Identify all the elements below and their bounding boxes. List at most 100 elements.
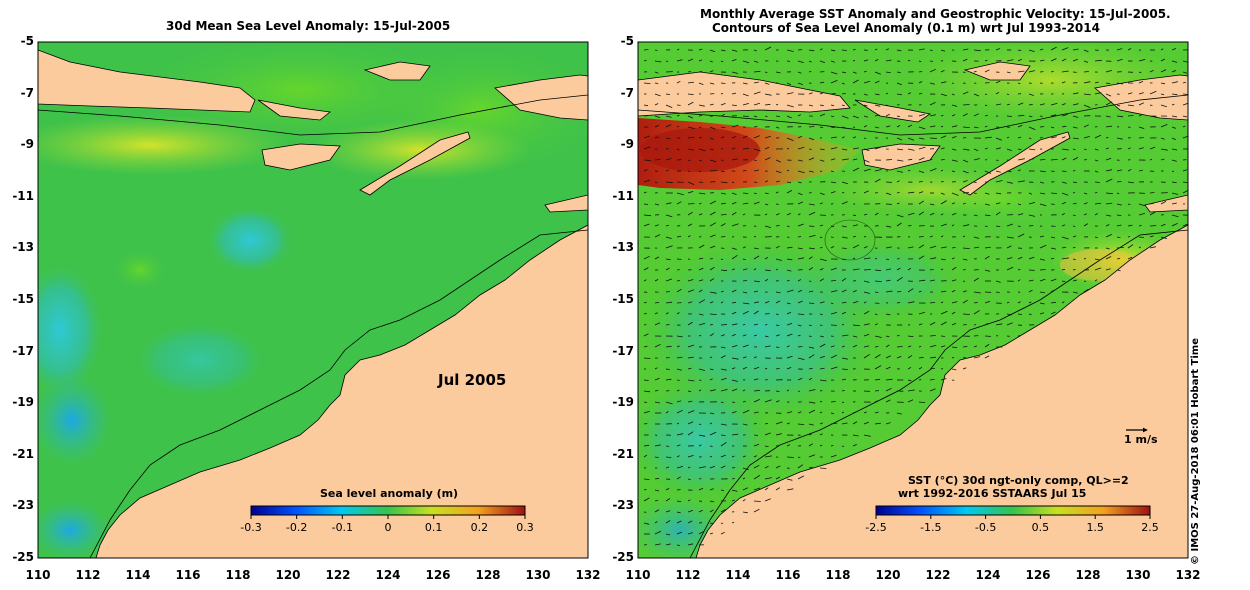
velocity-vector <box>731 345 738 348</box>
velocity-vector <box>786 411 793 414</box>
velocity-vector <box>753 81 759 84</box>
velocity-vector <box>742 487 749 491</box>
velocity-vector <box>984 104 988 107</box>
velocity-vector <box>1138 147 1144 150</box>
velocity-vector <box>874 365 882 370</box>
velocity-vector <box>709 301 714 304</box>
velocity-vector <box>1039 291 1046 294</box>
velocity-vector <box>1061 170 1067 172</box>
velocity-vector <box>731 467 736 469</box>
velocity-vector <box>885 246 892 249</box>
velocity-vector <box>1072 214 1076 216</box>
velocity-vector <box>720 93 724 95</box>
velocity-vector <box>1061 103 1066 106</box>
velocity-vector <box>643 223 650 227</box>
velocity-vector <box>643 49 649 51</box>
velocity-vector <box>841 258 846 261</box>
velocity-vector <box>1105 136 1109 139</box>
velocity-vector <box>852 257 856 260</box>
velocity-vector <box>698 82 704 85</box>
velocity-vector <box>731 254 738 260</box>
velocity-vector <box>665 104 673 108</box>
velocity-vector <box>720 334 726 337</box>
velocity-vector <box>643 59 647 62</box>
right-map-frame <box>637 41 1189 559</box>
velocity-vector <box>786 246 793 249</box>
velocity-vector <box>896 93 903 96</box>
velocity-vector <box>940 213 944 216</box>
velocity-vector <box>995 170 1001 173</box>
velocity-vector <box>863 301 867 304</box>
velocity-vector <box>841 334 849 337</box>
velocity-vector <box>1050 126 1055 129</box>
velocity-vector <box>698 115 703 117</box>
velocity-vector <box>830 366 838 370</box>
velocity-vector <box>808 256 813 260</box>
velocity-vector <box>1017 136 1022 139</box>
velocity-vector <box>1116 137 1123 140</box>
velocity-vector <box>907 301 915 304</box>
velocity-vector <box>676 466 684 469</box>
velocity-vector <box>665 357 670 359</box>
velocity-vector <box>830 290 838 293</box>
velocity-vector <box>819 258 827 262</box>
velocity-vector <box>698 136 702 139</box>
velocity-vector <box>698 478 702 480</box>
velocity-vector <box>819 224 824 227</box>
velocity-vector <box>885 335 890 338</box>
velocity-vector <box>1127 181 1134 184</box>
velocity-vector <box>1028 137 1032 140</box>
velocity-vector <box>753 159 757 161</box>
velocity-vector <box>786 258 793 261</box>
velocity-vector <box>929 379 935 381</box>
velocity-vector <box>885 290 893 293</box>
velocity-vector <box>918 401 926 403</box>
velocity-vector <box>687 301 693 304</box>
velocity-vector <box>929 269 934 271</box>
velocity-vector <box>665 60 669 62</box>
velocity-vector <box>852 136 857 139</box>
velocity-vector <box>896 159 904 162</box>
velocity-vector <box>841 236 848 239</box>
velocity-vector <box>885 59 892 62</box>
velocity-vector <box>940 301 944 304</box>
velocity-vector <box>841 277 847 282</box>
velocity-vector <box>775 476 781 480</box>
velocity-vector <box>753 334 757 337</box>
velocity-vector <box>1061 181 1067 184</box>
velocity-vector <box>654 302 660 304</box>
velocity-vector <box>929 114 936 117</box>
velocity-vector <box>731 71 739 74</box>
velocity-vector <box>1171 126 1177 129</box>
velocity-vector <box>830 246 835 249</box>
velocity-vector <box>643 357 651 359</box>
velocity-vector <box>665 124 672 128</box>
velocity-vector <box>753 255 760 260</box>
velocity-vector <box>1171 48 1177 51</box>
velocity-vector <box>830 115 835 118</box>
velocity-vector <box>1160 48 1164 51</box>
velocity-vector <box>775 368 780 370</box>
velocity-vector <box>962 299 968 304</box>
velocity-vector <box>1017 213 1024 216</box>
velocity-vector <box>1116 115 1124 118</box>
velocity-vector <box>1028 301 1032 304</box>
velocity-vector <box>973 302 978 304</box>
velocity-vector <box>918 92 923 95</box>
velocity-vector <box>1061 81 1066 84</box>
velocity-vector <box>742 467 749 471</box>
velocity-vector <box>1116 224 1122 227</box>
velocity-vector <box>1083 213 1087 216</box>
velocity-vector <box>1050 278 1057 282</box>
velocity-vector <box>764 301 770 304</box>
velocity-vector <box>808 302 815 304</box>
velocity-vector <box>665 411 669 414</box>
velocity-vector <box>720 368 727 371</box>
velocity-vector <box>852 158 858 161</box>
velocity-vector <box>786 478 793 481</box>
left-colorbar-ramp <box>250 505 526 516</box>
velocity-vector <box>1105 214 1112 217</box>
velocity-vector <box>918 346 922 348</box>
velocity-vector <box>1116 269 1121 272</box>
velocity-vector <box>1138 114 1142 117</box>
